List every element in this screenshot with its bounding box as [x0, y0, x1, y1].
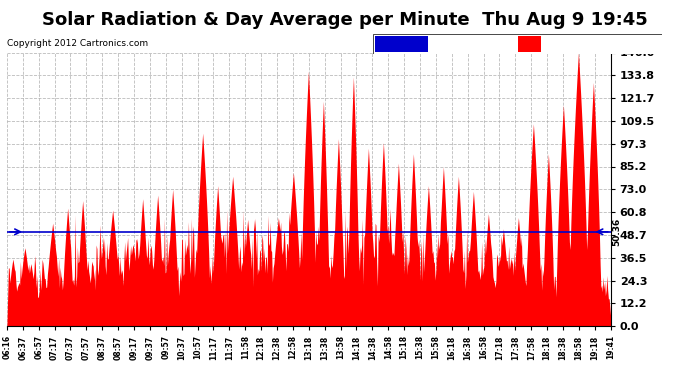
Text: Solar Radiation & Day Average per Minute  Thu Aug 9 19:45: Solar Radiation & Day Average per Minute…	[42, 11, 648, 29]
FancyBboxPatch shape	[373, 34, 662, 54]
Text: Copyright 2012 Cartronics.com: Copyright 2012 Cartronics.com	[7, 39, 148, 48]
Text: Radiation (w/m2): Radiation (w/m2)	[546, 39, 641, 49]
Text: 50.36: 50.36	[613, 218, 622, 246]
Text: 50.36: 50.36	[0, 218, 2, 246]
Bar	[375, 36, 428, 52]
Text: Median (w/m2): Median (w/m2)	[433, 39, 515, 49]
Bar	[518, 36, 541, 52]
